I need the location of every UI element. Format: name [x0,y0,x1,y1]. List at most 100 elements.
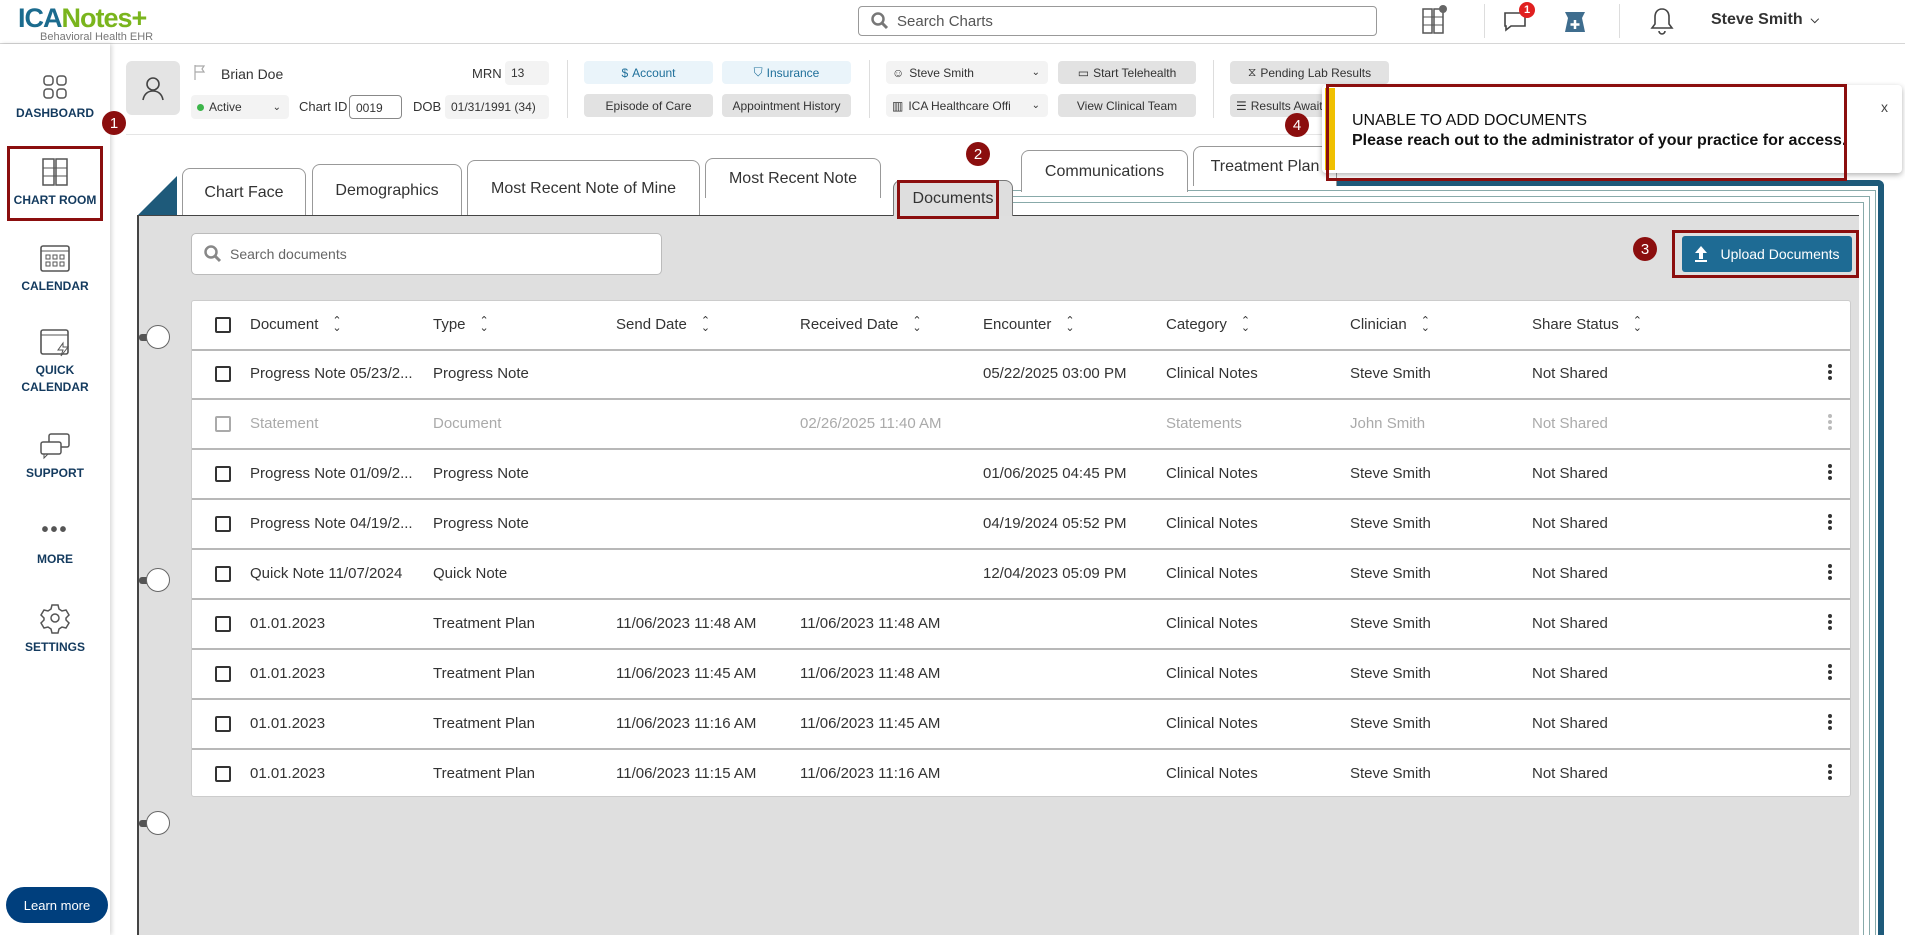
appointment-history-button[interactable]: Appointment History [722,94,851,117]
cell-received-date: 11/06/2023 11:48 AM [800,615,941,632]
sort-icon: ⌃ ⌄ [1420,315,1430,335]
table-row[interactable]: 01.01.2023 Treatment Plan 11/06/2023 11:45… [192,650,1850,700]
kebab-menu-icon[interactable] [1828,714,1832,732]
column-header-send-date[interactable]: Send Date ⌃ ⌄ [616,301,710,349]
row-checkbox[interactable] [215,766,231,782]
search-charts-input[interactable]: Search Charts [858,6,1377,36]
kebab-menu-icon[interactable] [1828,664,1832,682]
select-all-checkbox[interactable] [215,317,231,333]
sort-icon: ⌃ ⌄ [700,315,711,335]
row-checkbox[interactable] [215,366,231,382]
kebab-menu-icon[interactable] [1828,564,1832,582]
divider [1484,4,1485,38]
account-button[interactable]: $ Account [584,61,713,84]
tab-most-recent-note[interactable]: Most Recent Note [705,158,881,198]
dashboard-icon [43,75,67,99]
column-header-document[interactable]: Document ⌃ ⌄ [250,301,342,349]
tab-communications[interactable]: Communications [1021,150,1188,192]
table-row[interactable]: Progress Note 01/09/2... Progress Note 01/… [192,450,1850,500]
sidebar-item-settings[interactable]: SETTINGS [0,602,110,654]
close-icon[interactable]: x [1881,99,1888,115]
sidebar-item-chart-room[interactable]: CHART ROOM [0,157,110,207]
cell-category: Clinical Notes [1166,565,1258,582]
row-checkbox[interactable] [215,516,231,532]
start-telehealth-button[interactable]: ▭ Start Telehealth [1058,61,1196,84]
kebab-menu-icon[interactable] [1828,614,1832,632]
column-header-received-date[interactable]: Received Date ⌃ ⌄ [800,301,922,349]
cell-document: 01.01.2023 [250,665,326,682]
bell-icon[interactable] [1649,6,1675,36]
sidebar-item-dashboard[interactable]: DASHBOARD [0,74,110,120]
kebab-menu-icon[interactable] [1828,464,1832,482]
kebab-menu-icon[interactable] [1828,514,1832,532]
column-header-category[interactable]: Category ⌃ ⌄ [1166,301,1250,349]
patient-avatar[interactable] [126,61,180,115]
row-checkbox[interactable] [215,666,231,682]
insurance-button[interactable]: ⛉ Insurance [722,61,851,84]
chart-id-field[interactable]: 0019 [349,95,402,119]
divider [1213,60,1214,118]
column-header-clinician[interactable]: Clinician ⌃ ⌄ [1350,301,1430,349]
row-checkbox[interactable] [215,716,231,732]
learn-more-button[interactable]: Learn more [6,887,108,923]
sidebar-item-more[interactable]: ••• MORE [0,520,110,566]
search-documents-input[interactable]: Search documents [191,233,662,275]
toast-message: Please reach out to the administrator of… [1352,132,1847,149]
flag-icon[interactable] [192,63,208,81]
file-cabinet-add-icon[interactable] [1421,4,1447,34]
pharmacy-icon[interactable] [1562,9,1588,35]
cell-category: Clinical Notes [1166,665,1258,682]
kebab-menu-icon[interactable] [1828,364,1832,382]
table-row[interactable]: Progress Note 04/19/2... Progress Note 04/… [192,500,1850,550]
cell-share-status: Not Shared [1532,515,1608,532]
table-row[interactable]: Progress Note 05/23/2... Progress Note 05/… [192,350,1850,400]
cell-type: Progress Note [433,365,529,382]
sidebar-item-support[interactable]: SUPPORT [0,432,110,480]
clinician-dropdown[interactable]: ☺ Steve Smith ⌄ [886,61,1048,84]
location-value: ICA Healthcare Offi [908,98,1011,113]
table-header: Document ⌃ ⌄ Type ⌃ ⌄ Send Date ⌃ ⌄ Received D… [192,301,1850,351]
tab-most-recent-note-of-mine[interactable]: Most Recent Note of Mine [467,160,700,216]
table-row[interactable]: 01.01.2023 Treatment Plan 11/06/2023 11:15… [192,750,1850,800]
sort-icon: ⌃ ⌄ [479,315,489,335]
table-row[interactable]: Statement Document 02/26/2025 11:40 AM Stat… [192,400,1850,450]
chevron-down-icon: ⌄ [1031,100,1040,111]
kebab-menu-icon[interactable] [1828,414,1832,432]
cell-document: Statement [250,415,319,432]
results-awaiting-button[interactable]: ☰ Results Await [1230,94,1330,117]
row-checkbox[interactable] [215,466,231,482]
cell-clinician: Steve Smith [1350,665,1431,682]
sidebar-item-label: SUPPORT [25,466,84,480]
column-header-share-status[interactable]: Share Status ⌃ ⌄ [1532,301,1642,349]
sidebar-item-calendar[interactable]: CALENDAR [0,243,110,293]
row-checkbox[interactable] [215,416,231,432]
episode-of-care-button[interactable]: Episode of Care [584,94,713,117]
tab-chart-face[interactable]: Chart Face [182,168,306,216]
sort-icon: ⌃ ⌄ [912,315,922,335]
row-checkbox[interactable] [215,566,231,582]
table-row[interactable]: 01.01.2023 Treatment Plan 11/06/2023 11:48… [192,600,1850,650]
status-dropdown[interactable]: Active ⌄ [191,95,289,119]
column-label: Received Date [800,316,899,333]
tab-treatment-plan[interactable]: Treatment Plan [1193,146,1337,186]
view-clinical-team-button[interactable]: View Clinical Team [1058,94,1196,117]
cell-clinician: Steve Smith [1350,365,1431,382]
location-dropdown[interactable]: ▥ ICA Healthcare Offi ⌄ [886,94,1048,117]
cell-category: Clinical Notes [1166,465,1258,482]
cell-clinician: John Smith [1350,415,1426,432]
cell-send-date: 11/06/2023 11:48 AM [616,615,757,632]
user-menu[interactable]: Steve Smith ⌵ [1711,11,1819,29]
kebab-menu-icon[interactable] [1828,764,1832,782]
tab-demographics[interactable]: Demographics [312,164,462,216]
row-checkbox[interactable] [215,616,231,632]
table-row[interactable]: Quick Note 11/07/2024 Quick Note 12/04/202… [192,550,1850,600]
pending-lab-results-button[interactable]: ⧖ Pending Lab Results [1230,61,1389,84]
sidebar-item-quick-calendar[interactable]: QUICK CALENDAR [0,327,110,394]
column-header-encounter[interactable]: Encounter ⌃ ⌄ [983,301,1075,349]
cell-clinician: Steve Smith [1350,565,1431,582]
logo[interactable]: ICANotes+ Behavioral Health EHR [18,4,153,43]
upload-documents-button[interactable]: Upload Documents [1682,236,1852,272]
column-header-type[interactable]: Type ⌃ ⌄ [433,301,489,349]
column-label: Send Date [616,316,687,333]
table-row[interactable]: 01.01.2023 Treatment Plan 11/06/2023 11:16… [192,700,1850,750]
